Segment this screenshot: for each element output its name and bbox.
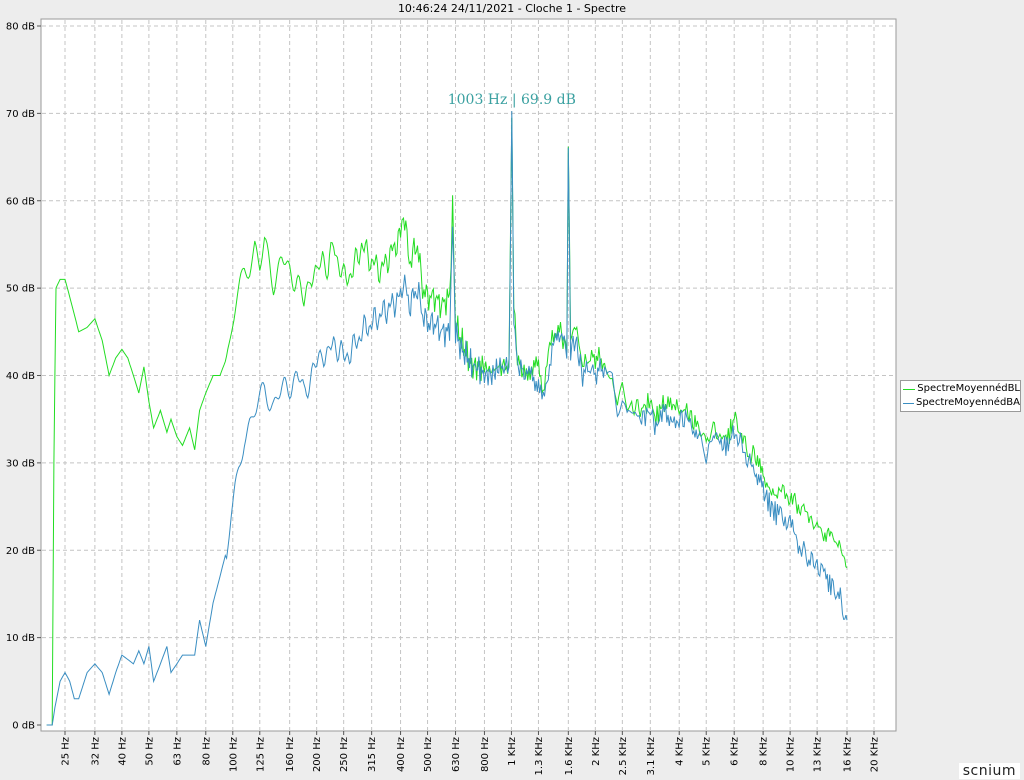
x-tick-label: 630 Hz — [451, 737, 462, 772]
x-tick-label: 200 Hz — [312, 737, 323, 772]
series-lines — [46, 111, 848, 726]
x-tick-label: 13 KHz — [813, 737, 824, 772]
y-tick-label: 30 dB — [6, 458, 35, 469]
y-axis: 0 dB 10 dB 20 dB 30 dB 40 dB 50 dB 60 dB 70 dB 8… — [6, 22, 41, 732]
y-tick-label: 40 dB — [6, 371, 35, 382]
x-tick-label: 40 Hz — [117, 737, 128, 766]
x-tick-label: 16 KHz — [843, 737, 854, 772]
y-tick-label: 50 dB — [6, 284, 35, 295]
x-tick-label: 50 Hz — [144, 737, 155, 766]
x-tick-label: 4 KHz — [675, 737, 686, 766]
x-tick-label: 32 Hz — [90, 737, 101, 766]
brand-logo: scnium — [958, 763, 1020, 779]
x-tick-label: 250 Hz — [339, 737, 350, 772]
y-tick-label: 70 dB — [6, 109, 35, 120]
x-tick-label: 3.1 KHz — [646, 737, 657, 775]
x-tick-label: 1.6 KHz — [564, 737, 575, 775]
series-line-dba — [46, 111, 848, 726]
x-tick-label: 63 Hz — [172, 737, 183, 766]
y-tick-label: 10 dB — [6, 633, 35, 644]
x-tick-label: 8 KHz — [759, 737, 770, 766]
legend-swatch-dba — [903, 402, 914, 404]
y-tick-label: 0 dB — [12, 721, 35, 732]
chart-title: 10:46:24 24/11/2021 - Cloche 1 - Spectre — [397, 2, 627, 15]
x-tick-label: 80 Hz — [201, 737, 212, 766]
annotation: 1003 Hz | 69.9 dB — [448, 92, 576, 108]
x-tick-label: 10 KHz — [786, 737, 797, 772]
x-tick-label: 6 KHz — [730, 737, 741, 766]
x-tick-label: 800 Hz — [480, 737, 491, 772]
x-tick-label: 100 Hz — [228, 737, 239, 772]
x-tick-label: 160 Hz — [285, 737, 296, 772]
legend-item-dba[interactable]: SpectreMoyennédBA — [901, 396, 1020, 410]
peak-annotation: 1003 Hz | 69.9 dB — [448, 92, 576, 108]
y-tick-label: 20 dB — [6, 546, 35, 557]
x-tick-label: 2.5 KHz — [618, 737, 629, 775]
x-tick-label: 20 KHz — [870, 737, 881, 772]
x-tick-label: 315 Hz — [367, 737, 378, 772]
legend-label-dba: SpectreMoyennédBA — [915, 397, 1020, 408]
legend-item-dbl[interactable]: SpectreMoyennédBL — [901, 382, 1020, 396]
x-tick-label: 5 KHz — [702, 737, 713, 766]
x-tick-label: 1.3 KHz — [534, 737, 545, 775]
y-tick-label: 80 dB — [6, 22, 35, 33]
legend-label-dbl: SpectreMoyennédBL — [917, 383, 1020, 394]
x-tick-label: 500 Hz — [423, 737, 434, 772]
x-tick-label: 2 KHz — [591, 737, 602, 766]
y-tick-label: 60 dB — [6, 196, 35, 207]
x-tick-label: 125 Hz — [255, 737, 266, 772]
grid-lines — [42, 20, 895, 730]
x-axis: 25 Hz 32 Hz 40 Hz 50 Hz 63 Hz 80 Hz 100 Hz 125 … — [61, 731, 881, 775]
x-tick-label: 400 Hz — [396, 737, 407, 772]
legend-swatch-dbl — [903, 388, 916, 390]
x-tick-label: 1 KHz — [507, 737, 518, 766]
x-tick-label: 25 Hz — [61, 737, 72, 766]
legend: SpectreMoyennédBL SpectreMoyennédBA — [900, 380, 1021, 412]
series-line-dbl — [46, 117, 848, 726]
